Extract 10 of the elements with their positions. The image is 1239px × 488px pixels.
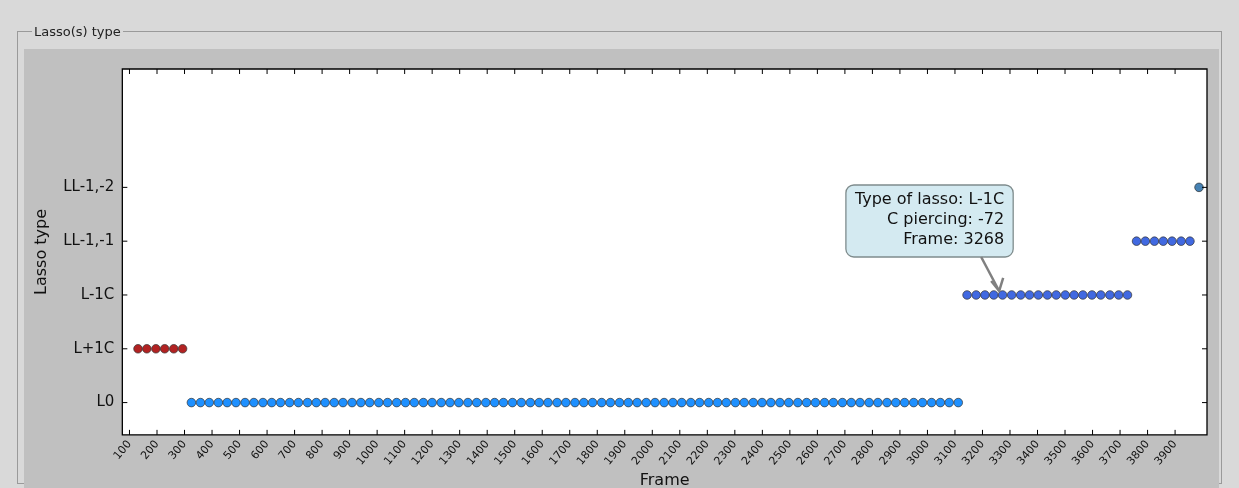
y-tick-label: L+1C [73,338,115,357]
y-axis-title: Lasso type [30,208,50,295]
x-tick-label: 700 [275,437,300,462]
y-tick-label: LL-1,-2 [63,177,115,196]
y-tick-label: LL-1,-1 [63,231,115,250]
annotation: Type of lasso: L-1C C piercing: -72 Frame: 3268 [853,189,1005,249]
y-tick-label: L-1C [80,284,115,303]
y-tick-label: L0 [96,392,115,411]
x-axis-title: Frame [639,469,690,488]
chart-title: Lasso(s) type [33,24,122,39]
